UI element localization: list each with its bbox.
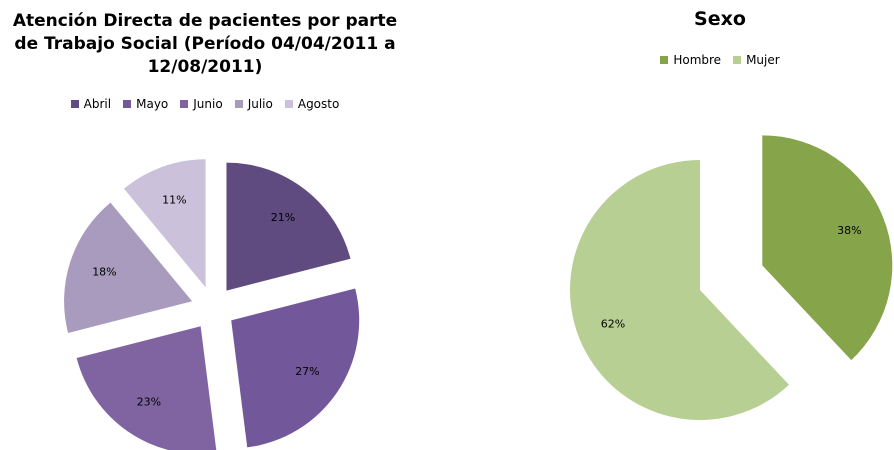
- legend-label: Hombre: [673, 53, 722, 67]
- pie-slice: [123, 159, 206, 288]
- data-label: 18%: [92, 266, 116, 279]
- chart-title: Sexo: [694, 8, 746, 30]
- legend: Hombre Mujer: [620, 53, 820, 67]
- pie-slice: [570, 160, 789, 421]
- legend-swatch: [660, 56, 669, 64]
- legend-item: Abril: [70, 97, 112, 111]
- legend-swatch: [284, 100, 293, 108]
- legend-swatch: [733, 56, 742, 64]
- data-label: 38%: [837, 224, 861, 237]
- legend-item: Mayo: [123, 97, 168, 111]
- legend-swatch: [70, 100, 79, 108]
- data-label: 62%: [601, 317, 625, 330]
- legend-label: Junio: [193, 97, 223, 111]
- data-label: 23%: [137, 395, 161, 408]
- legend-item: Hombre: [660, 53, 721, 67]
- legend-label: Mayo: [136, 97, 169, 111]
- legend-item: Agosto: [284, 97, 340, 111]
- data-label: 27%: [295, 365, 319, 378]
- data-label: 21%: [271, 211, 295, 224]
- legend-label: Julio: [247, 97, 273, 111]
- legend: Abril Mayo Junio Julio Agosto: [5, 97, 405, 111]
- pie-slice: [226, 162, 351, 291]
- legend-label: Agosto: [297, 97, 340, 111]
- pie-slice: [64, 202, 193, 334]
- legend-label: Mujer: [746, 53, 780, 67]
- legend-label: Abril: [83, 97, 112, 111]
- legend-item: Junio: [180, 97, 223, 111]
- legend-item: Mujer: [733, 53, 780, 67]
- legend-item: Julio: [234, 97, 273, 111]
- legend-swatch: [123, 100, 132, 108]
- pie-slice: [231, 288, 360, 448]
- pie-slice: [76, 326, 217, 450]
- chart-title: Atención Directa de pacientes por parte …: [12, 11, 398, 77]
- legend-swatch: [234, 100, 243, 108]
- pie-slice: [762, 135, 893, 361]
- legend-swatch: [180, 100, 189, 108]
- data-label: 11%: [162, 194, 186, 207]
